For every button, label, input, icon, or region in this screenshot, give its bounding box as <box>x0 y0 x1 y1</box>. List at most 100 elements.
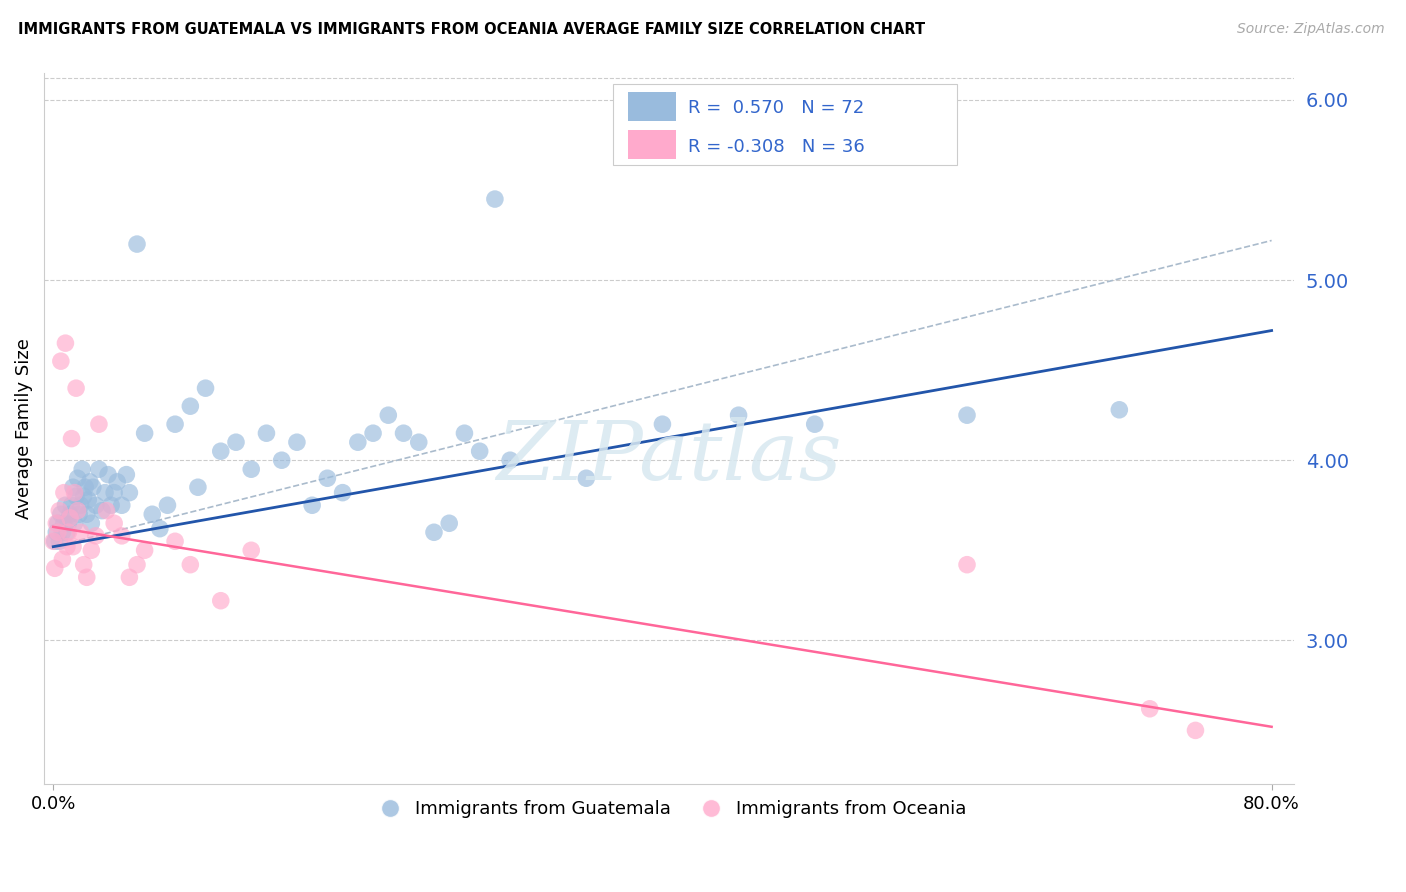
Text: IMMIGRANTS FROM GUATEMALA VS IMMIGRANTS FROM OCEANIA AVERAGE FAMILY SIZE CORRELA: IMMIGRANTS FROM GUATEMALA VS IMMIGRANTS … <box>18 22 925 37</box>
Point <box>727 408 749 422</box>
Point <box>96 503 118 517</box>
Text: R = -0.308   N = 36: R = -0.308 N = 36 <box>688 138 865 156</box>
Point <box>49 508 72 522</box>
Point <box>118 485 141 500</box>
Point <box>270 453 292 467</box>
Point <box>51 525 73 540</box>
Point <box>65 381 87 395</box>
Point <box>575 471 598 485</box>
Point <box>91 503 114 517</box>
Point <box>111 529 134 543</box>
Point <box>55 336 77 351</box>
Text: ZIPatlas: ZIPatlas <box>496 417 842 497</box>
Point <box>46 516 69 531</box>
Point <box>240 543 263 558</box>
Point <box>77 492 100 507</box>
Point <box>361 426 384 441</box>
Point <box>63 485 86 500</box>
Point <box>392 426 415 441</box>
Point <box>58 525 80 540</box>
FancyBboxPatch shape <box>628 130 675 159</box>
Point <box>209 444 232 458</box>
Point <box>285 435 308 450</box>
Point <box>165 417 187 432</box>
Point <box>56 540 79 554</box>
Point <box>82 480 104 494</box>
Point <box>59 508 82 522</box>
Point <box>118 570 141 584</box>
Point <box>52 485 75 500</box>
Point <box>73 558 96 572</box>
Point <box>377 408 399 422</box>
Point <box>115 467 138 482</box>
Point <box>134 426 156 441</box>
Legend: Immigrants from Guatemala, Immigrants from Oceania: Immigrants from Guatemala, Immigrants fr… <box>364 793 974 825</box>
Point <box>48 534 70 549</box>
Point <box>62 540 84 554</box>
Point <box>240 462 263 476</box>
Point <box>69 498 91 512</box>
Point <box>1184 723 1206 738</box>
Point <box>156 498 179 512</box>
Point <box>194 381 217 395</box>
Point <box>79 475 101 489</box>
Point <box>956 408 979 422</box>
Point <box>956 558 979 572</box>
Point <box>439 516 461 531</box>
Point <box>63 516 86 531</box>
Point <box>67 508 90 522</box>
Point <box>1108 402 1130 417</box>
Point <box>187 480 209 494</box>
Point <box>55 498 77 512</box>
Point <box>651 417 673 432</box>
Y-axis label: Average Family Size: Average Family Size <box>15 338 32 519</box>
Point <box>408 435 430 450</box>
Point <box>76 570 98 584</box>
Point <box>66 503 89 517</box>
Point <box>301 498 323 512</box>
Point <box>51 552 73 566</box>
Point <box>62 480 84 494</box>
Point <box>453 426 475 441</box>
Point <box>100 498 122 512</box>
Point <box>84 498 107 512</box>
Text: Source: ZipAtlas.com: Source: ZipAtlas.com <box>1237 22 1385 37</box>
Point <box>803 417 825 432</box>
Point <box>76 508 98 522</box>
Point <box>49 354 72 368</box>
Text: R =  0.570   N = 72: R = 0.570 N = 72 <box>688 99 865 117</box>
Point <box>103 485 125 500</box>
Point <box>468 444 491 458</box>
FancyBboxPatch shape <box>628 92 675 121</box>
Point <box>105 475 128 489</box>
Point <box>44 534 66 549</box>
Point <box>332 485 354 500</box>
Point <box>125 237 148 252</box>
Point <box>87 462 110 476</box>
Point <box>45 525 67 540</box>
Point <box>84 529 107 543</box>
Point <box>70 462 93 476</box>
Point <box>179 558 201 572</box>
Point <box>73 489 96 503</box>
Point <box>45 516 67 531</box>
Point <box>87 417 110 432</box>
Point <box>52 516 75 531</box>
Point <box>1139 702 1161 716</box>
Point <box>42 534 65 549</box>
Point <box>48 503 70 517</box>
Point <box>56 525 79 540</box>
Point <box>165 534 187 549</box>
Point <box>58 516 80 531</box>
Point <box>44 561 66 575</box>
Point <box>46 525 69 540</box>
Point <box>94 485 117 500</box>
Point <box>347 435 370 450</box>
Point <box>80 516 103 531</box>
Point <box>256 426 278 441</box>
Point <box>125 558 148 572</box>
Point <box>69 525 91 540</box>
FancyBboxPatch shape <box>613 84 957 166</box>
Point <box>97 467 120 482</box>
Point <box>111 498 134 512</box>
